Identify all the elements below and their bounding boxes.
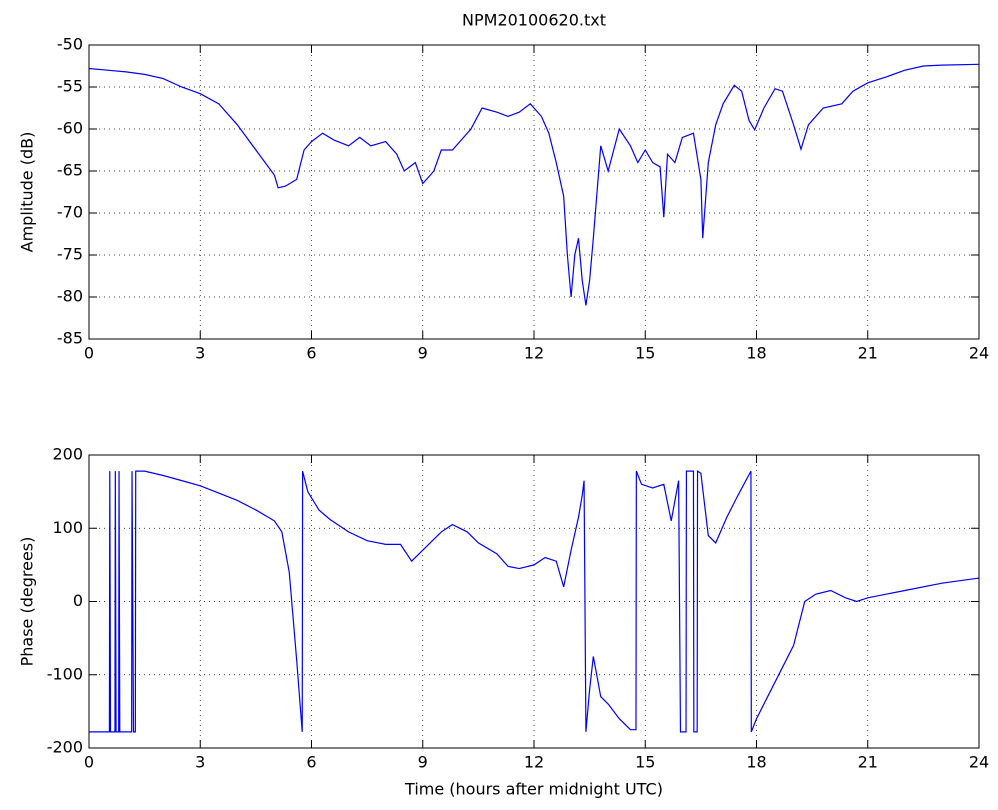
x-tick-label: 24: [969, 344, 989, 363]
y-tick-label: -100: [47, 664, 83, 683]
x-tick-label: 24: [969, 753, 989, 772]
x-tick-label: 15: [635, 753, 655, 772]
y-tick-label: -80: [57, 287, 83, 306]
x-tick-label: 9: [418, 753, 428, 772]
y-tick-label: -85: [57, 329, 83, 348]
x-tick-label: 21: [858, 344, 878, 363]
axes-box: [88, 454, 980, 749]
x-tick-label: 18: [746, 344, 766, 363]
y-tick-label: -60: [57, 119, 83, 138]
chart-title: NPM20100620.txt: [462, 11, 606, 30]
y-tick-label: 0: [73, 591, 83, 610]
x-axis-label: Time (hours after midnight UTC): [404, 780, 663, 799]
y-tick-label: 100: [52, 518, 83, 537]
x-tick-label: 6: [306, 344, 316, 363]
y-tick-label: 200: [52, 445, 83, 464]
data-line: [89, 470, 980, 733]
y-tick-label: -75: [57, 245, 83, 264]
y-tick-label: -70: [57, 203, 83, 222]
x-tick-label: 12: [524, 344, 544, 363]
x-tick-label: 21: [858, 753, 878, 772]
y-axis-label: Phase (degrees): [18, 537, 37, 667]
x-tick-label: 12: [524, 753, 544, 772]
x-tick-label: 3: [195, 753, 205, 772]
y-tick-label: -65: [57, 161, 83, 180]
x-tick-label: 15: [635, 344, 655, 363]
x-tick-label: 3: [195, 344, 205, 363]
y-axis-label: Amplitude (dB): [18, 132, 37, 253]
data-line: [88, 63, 980, 306]
x-tick-label: 18: [746, 753, 766, 772]
x-tick-label: 6: [306, 753, 316, 772]
y-tick-label: -55: [57, 77, 83, 96]
axes-box: [88, 44, 980, 340]
x-tick-label: 9: [418, 344, 428, 363]
y-tick-label: -50: [57, 35, 83, 54]
x-tick-label: 0: [84, 344, 94, 363]
y-tick-label: -200: [47, 738, 83, 757]
x-tick-label: 0: [84, 753, 94, 772]
